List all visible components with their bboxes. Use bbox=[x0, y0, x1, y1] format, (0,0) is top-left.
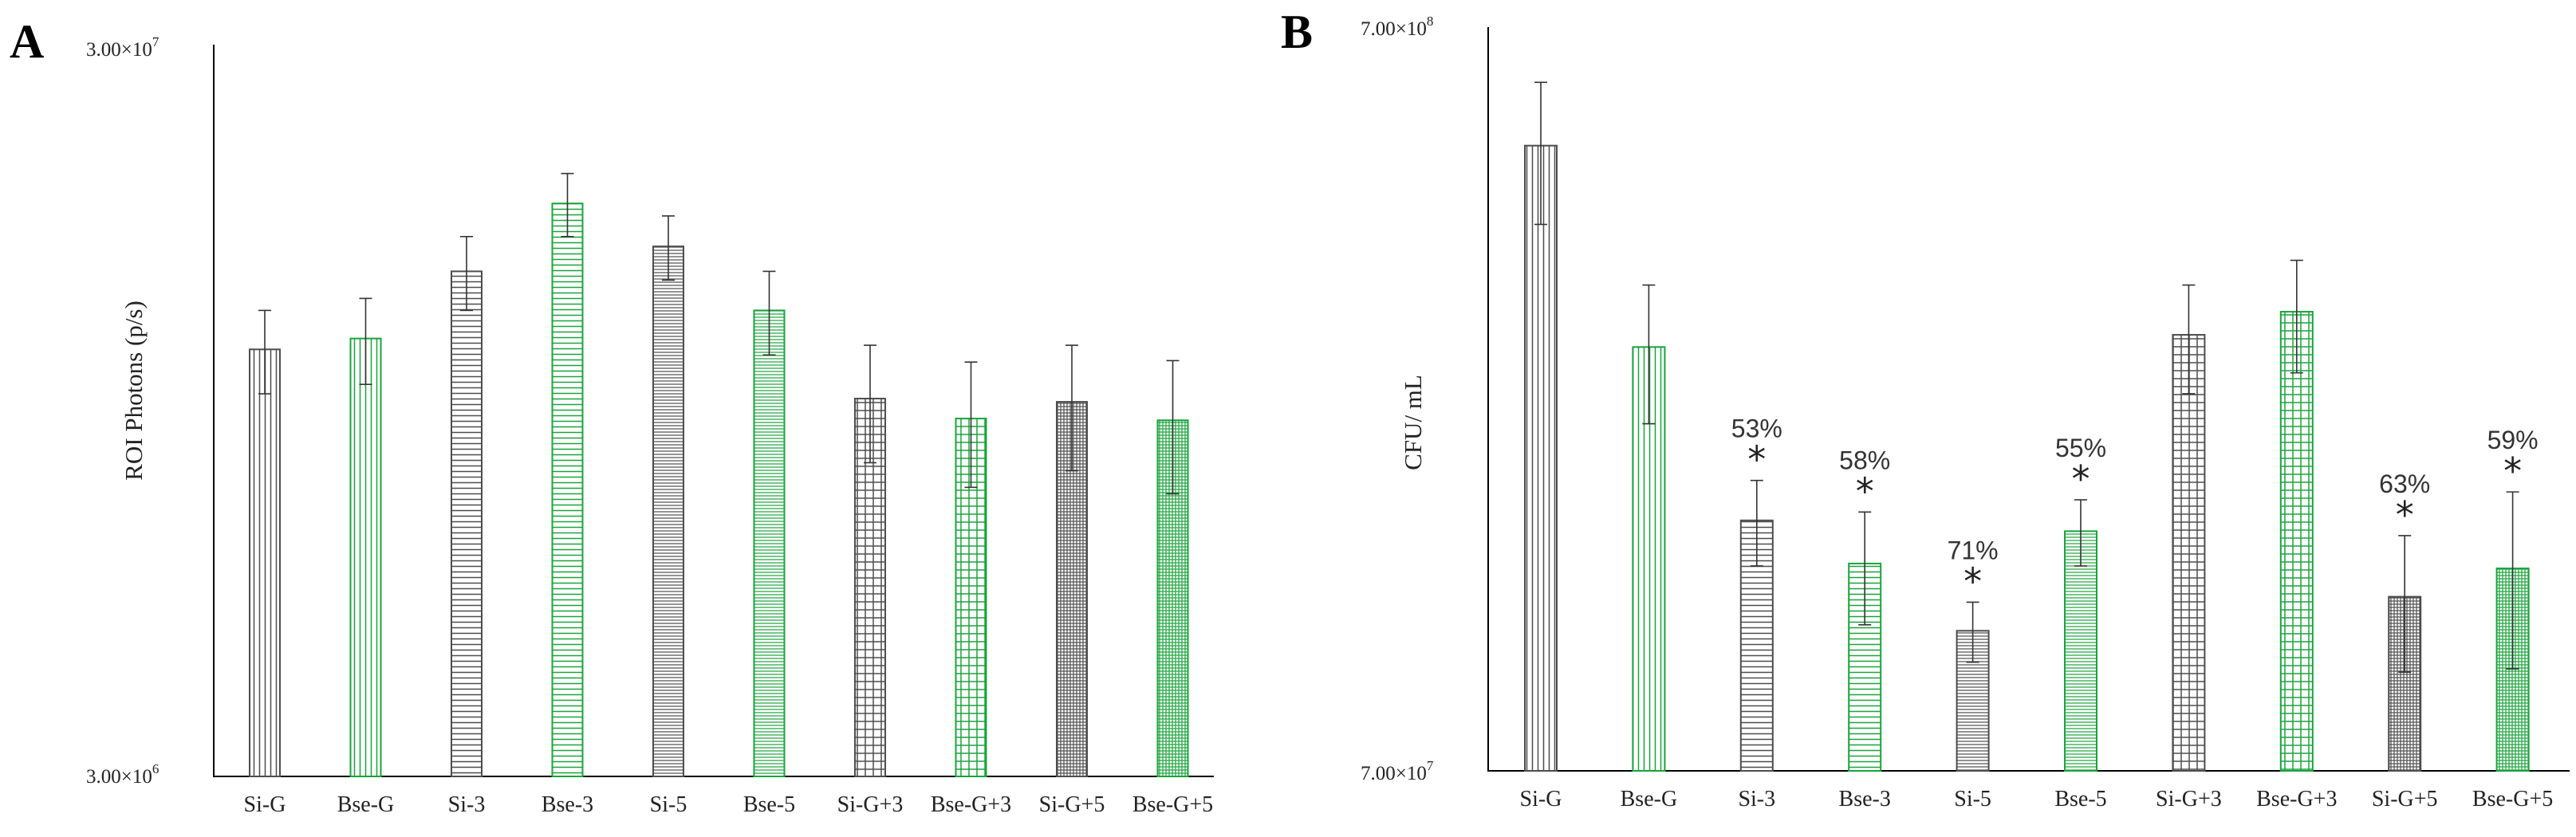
panel-b-ytick-min-label: 7.00×10 bbox=[1361, 763, 1427, 784]
panel-a-x-tick-labels: Si-G Bse-G Si-3 Bse-3 Si-5 Bse-5 Si-G+3 Bse-G+3… bbox=[244, 792, 1214, 817]
bar-bse-3 bbox=[551, 202, 584, 777]
error-bar bbox=[359, 297, 372, 386]
significance-star: * bbox=[2396, 493, 2414, 536]
error-bar bbox=[561, 172, 574, 238]
error-bar bbox=[2290, 259, 2303, 374]
panel-b-error-bars bbox=[1534, 81, 2519, 674]
x-tick-label: Bse-3 bbox=[1839, 787, 1891, 811]
bar-si-3 bbox=[451, 270, 483, 777]
bar-bse-g bbox=[349, 337, 382, 777]
reduction-percent-label: 71% bbox=[1948, 536, 1999, 564]
panel-b-annotations: *53%*58%*71%*55%*63% *59% bbox=[1731, 415, 2539, 603]
error-bar bbox=[2506, 491, 2519, 670]
x-tick-label: Si-G+3 bbox=[837, 792, 904, 817]
panel-a-ytick-max-exp: 7 bbox=[152, 34, 160, 49]
bar-bse-5 bbox=[2064, 530, 2097, 772]
panel-b-ytick-min-exp: 7 bbox=[1427, 758, 1434, 773]
panel-a-ytick-max: 3.00×107 bbox=[86, 34, 160, 61]
x-tick-label: Si-G bbox=[1520, 787, 1562, 811]
x-tick-label: Bse-G+3 bbox=[2256, 787, 2337, 811]
significance-star: * bbox=[2503, 450, 2522, 493]
x-tick-label: Bse-G+5 bbox=[1132, 792, 1213, 817]
x-tick-label: Si-5 bbox=[650, 792, 687, 817]
error-bar bbox=[1534, 81, 1547, 226]
bar-bse-5 bbox=[753, 309, 786, 777]
error-bar bbox=[1166, 360, 1180, 495]
panel-b-letter: B bbox=[1281, 6, 1313, 58]
panel-b-ytick-max: 7.00×108 bbox=[1361, 14, 1433, 40]
error-bar bbox=[1642, 284, 1656, 425]
error-bar bbox=[2074, 499, 2087, 567]
error-bar bbox=[1966, 601, 1979, 663]
significance-star: * bbox=[2072, 458, 2090, 501]
error-bar bbox=[2182, 284, 2196, 395]
panel-b: B 7.00×108 7.00×107 CFU/ mL *53%*58%*71%… bbox=[1281, 6, 2570, 811]
bar-bse-g-plus-3 bbox=[2279, 311, 2314, 772]
error-bar bbox=[1750, 479, 1763, 567]
x-tick-label: Bse-G bbox=[1621, 787, 1678, 811]
panel-a-ylabel: ROI Photons (p/s) bbox=[120, 301, 148, 481]
x-tick-label: Si-3 bbox=[448, 792, 486, 817]
panel-b-ytick-max-label: 7.00×10 bbox=[1361, 18, 1427, 40]
x-tick-label: Bse-3 bbox=[542, 792, 593, 817]
panel-a-ytick-max-label: 3.00×10 bbox=[86, 39, 152, 61]
reduction-percent-label: 53% bbox=[1731, 415, 1782, 443]
reduction-percent-label: 59% bbox=[2487, 426, 2539, 454]
panel-b-ytick-max-exp: 8 bbox=[1427, 14, 1434, 29]
reduction-percent-label: 58% bbox=[1839, 446, 1890, 474]
error-bar bbox=[662, 215, 675, 281]
x-tick-label: Bse-G+3 bbox=[931, 792, 1011, 817]
panel-b-ytick-min: 7.00×107 bbox=[1361, 758, 1434, 784]
significance-star: * bbox=[1856, 470, 1874, 513]
x-tick-label: Si-G+5 bbox=[2372, 787, 2438, 811]
x-tick-label: Si-5 bbox=[1954, 787, 1991, 811]
panel-b-x-tick-labels: Si-G Bse-G Si-3 Bse-3 Si-5 Bse-5 Si-G+3 Bse-G+3… bbox=[1520, 787, 2554, 811]
x-tick-label: Si-G+5 bbox=[1039, 792, 1105, 817]
panel-a: A 3.00×107 3.00×106 ROI Photons (p/s) Si… bbox=[10, 15, 1214, 817]
reduction-percent-label: 55% bbox=[2055, 434, 2106, 462]
x-tick-label: Bse-G+5 bbox=[2472, 787, 2553, 811]
panel-a-ytick-min-exp: 6 bbox=[152, 761, 160, 776]
panel-a-ytick-min-label: 3.00×10 bbox=[86, 766, 152, 788]
x-tick-label: Bse-5 bbox=[2054, 787, 2106, 811]
significance-star: * bbox=[1747, 438, 1766, 481]
panel-b-bars bbox=[1524, 144, 2530, 772]
error-bar bbox=[1065, 344, 1078, 472]
error-bar bbox=[460, 235, 473, 312]
panel-a-error-bars bbox=[258, 172, 1180, 495]
error-bar bbox=[864, 344, 876, 464]
error-bar bbox=[258, 309, 271, 395]
panel-a-letter: A bbox=[10, 15, 44, 68]
bar-si-g bbox=[1524, 144, 1558, 772]
error-bar bbox=[762, 270, 776, 356]
x-tick-label: Si-G bbox=[244, 792, 286, 817]
error-bar bbox=[2398, 535, 2412, 674]
bar-si-g-plus-3 bbox=[2172, 334, 2206, 772]
x-tick-label: Si-G+3 bbox=[2156, 787, 2222, 811]
significance-star: * bbox=[1964, 560, 1982, 603]
panel-b-ylabel: CFU/ mL bbox=[1399, 375, 1427, 470]
x-tick-label: Bse-5 bbox=[743, 792, 795, 817]
bar-si-g bbox=[249, 348, 281, 778]
x-tick-label: Si-3 bbox=[1738, 787, 1775, 811]
bar-si-5 bbox=[652, 246, 684, 777]
error-bar bbox=[1858, 511, 1872, 626]
reduction-percent-label: 63% bbox=[2379, 470, 2430, 498]
x-tick-label: Bse-G bbox=[337, 792, 395, 817]
panel-a-ytick-min: 3.00×106 bbox=[86, 761, 159, 788]
panel-a-bars bbox=[249, 202, 1189, 778]
error-bar bbox=[964, 361, 978, 489]
